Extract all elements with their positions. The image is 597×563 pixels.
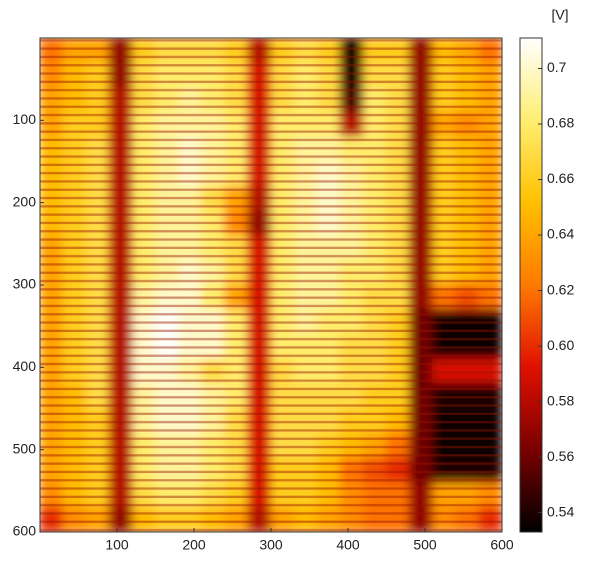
y-tick-label: 100 [13,111,37,127]
y-tick-label: 400 [13,358,37,374]
y-tick-label: 500 [13,440,37,456]
colorbar-label: [V] [551,7,568,23]
colorbar-tick-label: 0.66 [547,170,574,186]
x-tick-label: 500 [413,537,437,553]
colorbar-tick-label: 0.54 [547,503,574,519]
colorbar [519,37,543,533]
colorbar-tick-label: 0.7 [547,59,567,75]
x-tick-label: 100 [105,537,129,553]
colorbar-tick-label: 0.58 [547,392,574,408]
y-tick-label: 200 [13,193,37,209]
colorbar-tick-label: 0.68 [547,115,574,131]
x-tick-label: 200 [182,537,206,553]
colorbar-tick-label: 0.62 [547,281,574,297]
x-tick-label: 400 [336,537,360,553]
x-tick-label: 600 [490,537,514,553]
colorbar-tick-label: 0.60 [547,337,574,353]
y-tick-label: 600 [13,523,37,539]
colorbar-tick-label: 0.56 [547,448,574,464]
x-tick-label: 300 [259,537,283,553]
y-tick-label: 300 [13,276,37,292]
colorbar-tick-label: 0.64 [547,226,574,242]
stripes [40,38,502,532]
